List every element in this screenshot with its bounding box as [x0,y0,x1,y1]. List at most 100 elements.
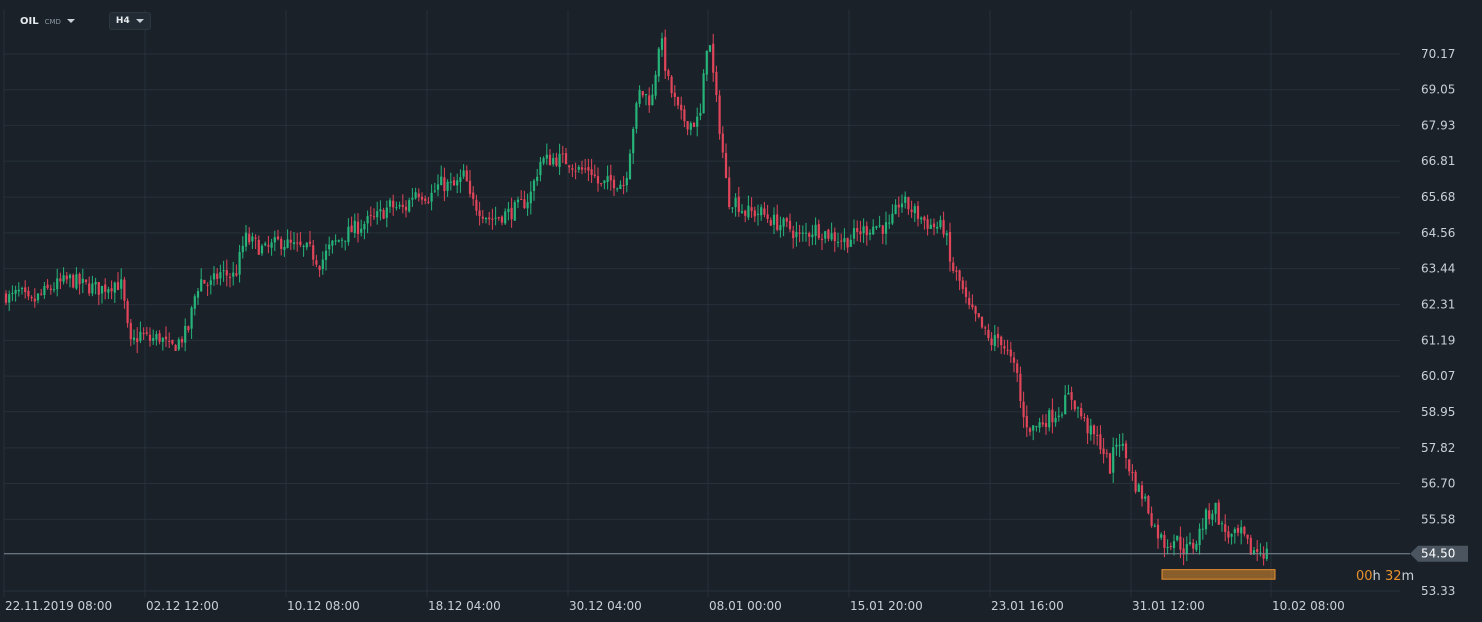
candle-body [856,228,859,232]
candle-body [411,197,414,200]
candle-body [705,50,708,75]
candle-body [315,260,318,265]
candle-body [990,338,993,346]
candle-body [830,233,833,240]
candle-body [1022,401,1025,418]
candle-body [635,103,638,129]
candle-body [558,153,561,168]
candle-body [196,291,200,298]
candle-body [46,284,49,288]
candle-body [881,225,884,234]
candle-body [1169,546,1172,548]
candle-body [1211,513,1214,520]
candle-body [283,247,286,250]
candle-body [104,284,107,292]
candle-body [180,338,184,343]
candle-body [24,287,27,293]
candle-body [718,95,721,134]
candle-body [1214,502,1217,514]
candle-body [276,236,280,240]
candle-body [360,228,363,233]
candle-body [692,123,696,127]
candle-body [1028,428,1032,432]
candle-body [734,197,737,208]
candle-body [353,220,356,234]
candle-body [459,177,462,182]
candle-body [1144,496,1147,499]
candle-body [1179,536,1182,550]
timer-hours-unit: h [1372,569,1381,584]
candle-body [1012,357,1016,363]
candle-body [318,266,321,271]
candle-body [804,232,808,234]
candle-body [667,70,670,76]
candle-body [363,224,366,230]
candle-body [148,334,152,341]
candle-body [308,241,312,244]
candle-body [430,192,433,202]
candle-body [1038,422,1041,428]
candle-body [545,154,548,159]
candle-body [888,222,891,224]
symbol-selector[interactable]: OIL CMD [14,13,81,30]
y-tick-label: 62.31 [1421,298,1455,312]
candle-body [756,213,760,215]
candle-body [427,201,430,203]
candle-body [993,335,996,347]
candle-body [824,231,827,239]
symbol-label: OIL [20,15,39,27]
candle-body [1044,423,1048,428]
candle-body [62,275,65,282]
candle-body [1121,443,1124,446]
timeframe-selector[interactable]: H4 [108,12,151,30]
candle-body [843,238,846,243]
candle-body [1086,418,1089,434]
candle-body [1099,434,1102,450]
candle-body [1246,534,1249,539]
candle-body [625,178,628,186]
candle-body [414,192,417,199]
candle-body [1064,395,1067,415]
candle-body [619,184,622,190]
candle-body [356,221,360,234]
candle-body [260,245,264,254]
candle-body [1224,524,1227,533]
candle-body [321,259,324,270]
candle-body [420,196,424,200]
candle-body [84,279,88,282]
candle-body [209,280,212,285]
candle-body [251,236,254,242]
candle-body [833,232,836,242]
candle-body [232,272,235,277]
candle-body [529,191,532,204]
y-tick-label: 53.33 [1421,584,1455,598]
candle-body [136,338,139,343]
candle-body [766,214,769,220]
candle-body [494,217,497,219]
candle-body [257,239,260,255]
candle-body [398,204,401,207]
candle-body [59,278,62,282]
candle-body [1243,526,1246,535]
candle-body [286,239,289,248]
candle-body [1083,417,1086,419]
candle-body [4,293,8,303]
candle-body [648,95,651,106]
candle-body [747,205,750,218]
candle-body [123,279,126,301]
candle-body [817,224,820,239]
candle-body [132,337,136,340]
candle-body [219,272,222,279]
candle-body [750,207,753,211]
candle-body [1118,444,1121,446]
candle-body [241,245,244,253]
candle-body [689,123,692,130]
y-tick-label: 67.93 [1421,118,1455,132]
candle-body [164,336,168,340]
candle-body [289,239,292,243]
candle-body [116,282,120,290]
candle-body [712,43,715,73]
candle-body [75,274,78,289]
candle-body [340,239,344,241]
